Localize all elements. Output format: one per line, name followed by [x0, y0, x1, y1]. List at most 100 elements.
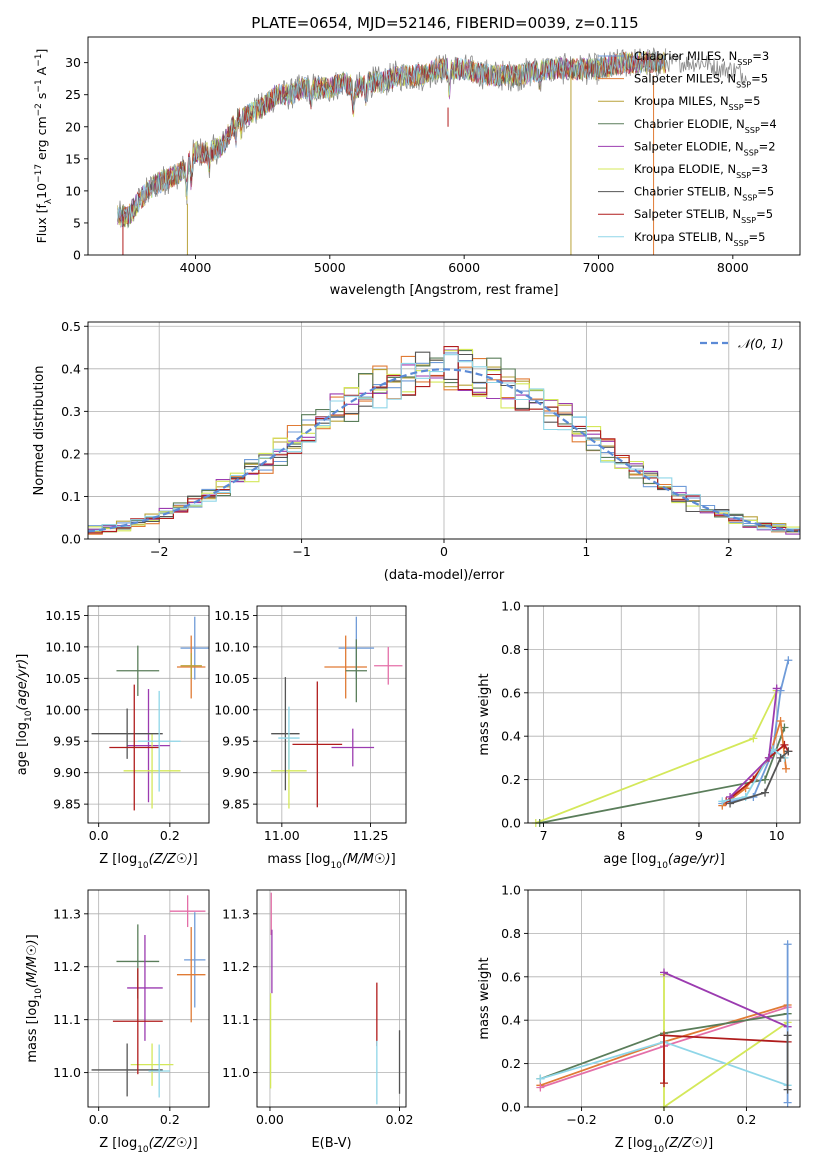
y-tick-label: 10.05 — [45, 671, 81, 686]
y-tick-label: 0.1 — [61, 489, 81, 504]
legend-subscript: SSP — [741, 216, 756, 225]
y-tick-label: 0.4 — [501, 729, 521, 744]
y-tick-label: 25 — [65, 87, 81, 102]
weight-marker — [726, 799, 735, 808]
legend-subscript: SSP — [729, 103, 744, 112]
y-tick-label: 11.1 — [53, 1012, 81, 1027]
x-axis-label: Z [log10(Z/Z☉)] — [99, 1136, 197, 1155]
x-tick-label: 4000 — [180, 260, 212, 275]
weight-marker — [783, 1085, 792, 1094]
axis-label-part: 10 — [24, 710, 34, 722]
axis-label-part: 10 — [331, 861, 343, 871]
legend-subscript: SSP — [734, 238, 749, 247]
axis-label-part: (M/M☉) — [342, 852, 391, 867]
axes-frame — [87, 36, 801, 256]
y-tick-label: 11.0 — [53, 1065, 81, 1080]
axis-label-part: age [log — [15, 722, 30, 775]
legend-label: Salpeter ELODIE, NSSP=2 — [634, 139, 776, 157]
legend-label: Kroupa MILES, NSSP=5 — [634, 94, 760, 112]
axis-label-part: ] — [25, 934, 40, 939]
legend-label: Chabrier MILES, NSSP=3 — [634, 49, 769, 67]
x-tick-label: 0.2 — [160, 1112, 180, 1127]
axis-label-part: ] — [391, 852, 396, 867]
y-tick-label: 10 — [65, 183, 81, 198]
legend-subscript: SSP — [737, 58, 752, 67]
weight-marker — [536, 1074, 545, 1083]
x-axis-label: E(B-V) — [311, 1136, 351, 1151]
y-tick-label: 1.0 — [501, 883, 521, 898]
legend-count: =5 — [751, 72, 768, 86]
x-tick-label: 0 — [440, 544, 448, 559]
y-tick-label: 9.95 — [222, 734, 250, 749]
legend-count: =3 — [751, 162, 768, 176]
x-axis-label: Z [log10(Z/Z☉)] — [99, 852, 197, 871]
axis-label-part: 10 — [137, 1145, 149, 1155]
x-axis-label: Z [log10(Z/Z☉)] — [615, 1136, 713, 1155]
legend-text: Salpeter STELIB, N — [634, 207, 741, 221]
legend-label: Kroupa ELODIE, NSSP=3 — [634, 162, 768, 180]
legend-text: Chabrier STELIB, N — [634, 185, 742, 199]
y-tick-label: 10.00 — [45, 702, 81, 717]
weight-marker — [776, 717, 785, 726]
y-tick-label: 11.0 — [222, 1065, 250, 1080]
x-tick-label: 0.0 — [89, 1112, 109, 1127]
y-tick-label: 0.2 — [501, 772, 521, 787]
axes-frame — [256, 605, 407, 824]
y-tick-label: 0.3 — [61, 404, 81, 419]
y-axis-label: Flux [fλ10−17 erg cm−2 s−1 A−1] — [34, 49, 54, 244]
legend-subscript: SSP — [744, 148, 759, 157]
axis-label-part: ] — [720, 852, 725, 867]
axes-layer — [84, 36, 801, 1111]
legend-label: Salpeter STELIB, NSSP=5 — [634, 207, 773, 225]
axis-label-part: (age/yr) — [668, 852, 720, 867]
y-tick-label: 9.85 — [222, 797, 250, 812]
x-tick-label: 0.02 — [386, 1112, 414, 1127]
y-label-part: erg cm — [34, 116, 49, 164]
legend-text: Chabrier ELODIE, N — [634, 117, 745, 131]
y-tick-label: 9.85 — [53, 797, 81, 812]
weight-marker — [783, 1031, 792, 1040]
weight-marker — [718, 797, 727, 806]
legend-text: Chabrier MILES, N — [634, 49, 737, 63]
axis-label-part: (Z/Z☉) — [149, 852, 193, 867]
y-tick-label: 11.2 — [222, 959, 250, 974]
y-label-part: ] — [34, 49, 49, 54]
y-tick-label: 0.5 — [61, 319, 81, 334]
y-axis-label: age [log10(age/yr)] — [15, 654, 34, 776]
y-axis-label: mass weight — [477, 673, 492, 755]
axes-frame — [527, 605, 801, 824]
weight-line-salpeter_elodie — [663, 971, 788, 1028]
x-tick-label: 11.25 — [353, 828, 389, 843]
x-tick-label: 0.2 — [160, 828, 180, 843]
axis-label-part: 10 — [653, 1145, 665, 1155]
y-tick-label: 20 — [65, 119, 81, 134]
weight-marker — [772, 684, 781, 693]
weight-marker — [660, 1031, 668, 1040]
y-label-part: 10 — [34, 183, 49, 199]
x-tick-label: 11.00 — [264, 828, 300, 843]
axis-label-part: Z [log — [99, 852, 137, 867]
x-tick-label: 0.00 — [256, 1112, 284, 1127]
axis-label-part: mass [log — [25, 999, 40, 1062]
spectrum-data-line — [665, 53, 747, 85]
x-tick-label: 0.2 — [736, 1112, 756, 1127]
legend-count: =4 — [760, 117, 777, 131]
weight-marker — [783, 1098, 792, 1107]
axis-label-part: (Z/Z☉) — [149, 1136, 193, 1151]
legend-count: =3 — [752, 49, 769, 63]
y-tick-label: 9.90 — [53, 765, 81, 780]
legend-text: Kroupa MILES, N — [634, 94, 729, 108]
legend-text: Kroupa ELODIE, N — [634, 162, 736, 176]
legend-label: Salpeter MILES, NSSP=5 — [634, 72, 768, 90]
axis-label-part: (M/M☉) — [25, 939, 40, 988]
x-tick-label: −0.2 — [566, 1112, 596, 1127]
y-label-part: s — [34, 93, 49, 104]
labels-layer: 4000 5000 6000 7000 8000051015202530waveleng… — [15, 49, 785, 1155]
x-tick-label: 8000 — [717, 260, 749, 275]
x-axis-label: wavelength [Angstrom, rest frame] — [330, 283, 559, 298]
axis-label-part: 10 — [137, 861, 149, 871]
axes-frame — [87, 605, 210, 824]
axis-label-part: ] — [15, 654, 30, 659]
y-tick-label: 0.0 — [501, 1100, 521, 1115]
